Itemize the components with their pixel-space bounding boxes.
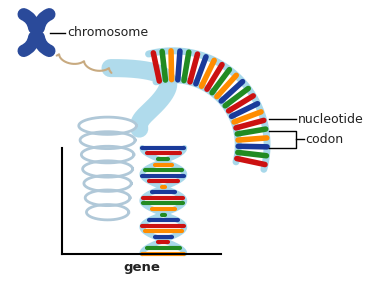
Polygon shape: [82, 161, 133, 177]
Polygon shape: [80, 132, 135, 149]
Text: nucleotide: nucleotide: [298, 113, 363, 126]
Polygon shape: [79, 117, 136, 134]
Polygon shape: [81, 146, 134, 163]
Polygon shape: [87, 204, 129, 220]
Polygon shape: [84, 175, 131, 192]
Text: gene: gene: [123, 261, 160, 274]
Ellipse shape: [33, 30, 40, 35]
Polygon shape: [85, 190, 130, 206]
Text: codon: codon: [306, 133, 344, 146]
Text: chromosome: chromosome: [67, 26, 148, 39]
